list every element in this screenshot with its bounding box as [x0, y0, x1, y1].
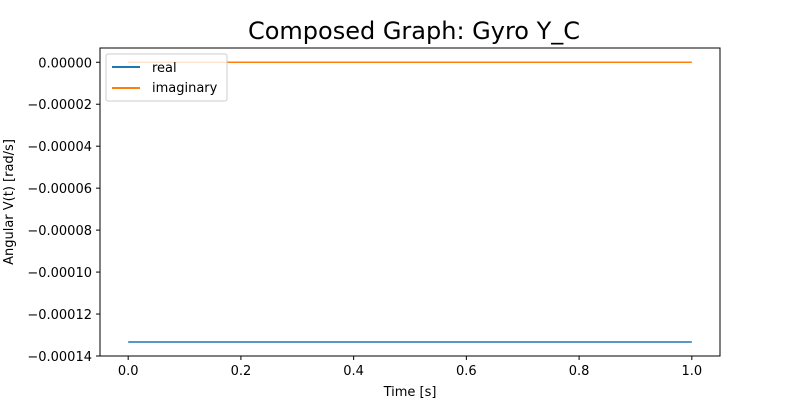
x-tick-label: 1.0	[681, 364, 702, 379]
x-tick-label: 0.8	[569, 364, 590, 379]
x-axis-label: Time [s]	[383, 385, 437, 400]
legend-box	[105, 53, 228, 102]
x-tick-label: 0.4	[343, 364, 364, 379]
y-tick-label: 0.00000	[38, 56, 92, 71]
plot-area: 0.0 0.2 0.4 0.6 0.8 1.0 0.00000 −0.00002 −0.000…	[27, 47, 721, 379]
x-tick-label: 0.6	[456, 364, 477, 379]
y-tick-label: −0.00010	[27, 266, 92, 281]
y-axis-ticks: 0.00000 −0.00002 −0.00004 −0.00006 −0.00008 −…	[27, 56, 100, 365]
y-tick-label: −0.00006	[27, 182, 92, 197]
y-axis-label: Angular V(t) [rad/s]	[2, 139, 17, 265]
series-layer	[128, 61, 692, 343]
y-tick-label: −0.00008	[27, 224, 92, 239]
chart-title: Composed Graph: Gyro Y_C	[248, 17, 580, 45]
legend: real imaginary	[105, 53, 228, 102]
y-tick-label: −0.00004	[27, 140, 92, 155]
y-tick-label: −0.00014	[27, 350, 92, 365]
legend-imaginary-label: imaginary	[152, 81, 218, 96]
y-tick-label: −0.00012	[27, 308, 92, 323]
plot-frame	[99, 47, 721, 357]
x-tick-label: 0.0	[118, 364, 139, 379]
x-tick-label: 0.2	[231, 364, 252, 379]
x-axis-ticks: 0.0 0.2 0.4 0.6 0.8 1.0	[118, 356, 702, 379]
legend-real-label: real	[152, 61, 177, 76]
y-tick-label: −0.00002	[27, 98, 92, 113]
